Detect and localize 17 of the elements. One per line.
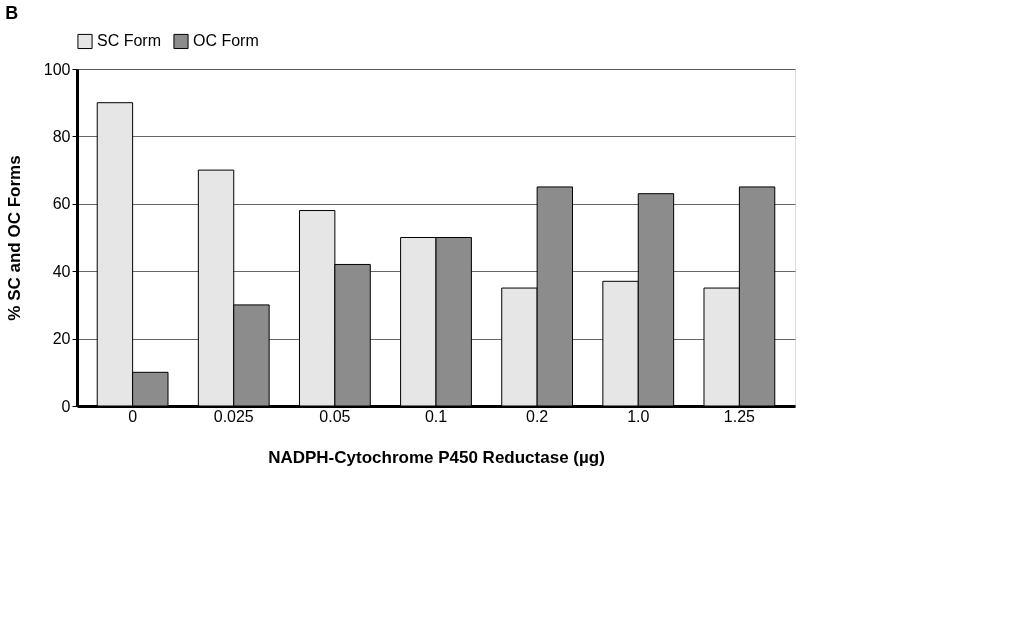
x-tick-label: 1.25 <box>723 407 756 425</box>
x-tick-label: 0 <box>128 407 138 425</box>
x-tick-label: 0.1 <box>424 407 448 425</box>
y-tick-label: 40 <box>52 262 71 280</box>
x-tick-label: 1.0 <box>627 407 650 425</box>
y-tick-label: 60 <box>52 195 71 213</box>
x-tick-label: 0.2 <box>526 407 549 425</box>
y-tick-label: 80 <box>52 127 71 145</box>
y-tick-label: 100 <box>43 60 71 78</box>
x-tick-label: 0.05 <box>319 407 351 425</box>
x-axis-title: NADPH-Cytochrome P450 Reductase (µg) <box>268 447 605 467</box>
legend-label: SC Form <box>97 32 161 50</box>
y-tick-label: 20 <box>52 330 71 348</box>
x-tick-label: 0.025 <box>213 407 254 425</box>
y-axis-title: % SC and OC Forms <box>4 155 24 321</box>
legend-label: OC Form <box>193 32 259 50</box>
chart-title: B <box>5 3 19 23</box>
